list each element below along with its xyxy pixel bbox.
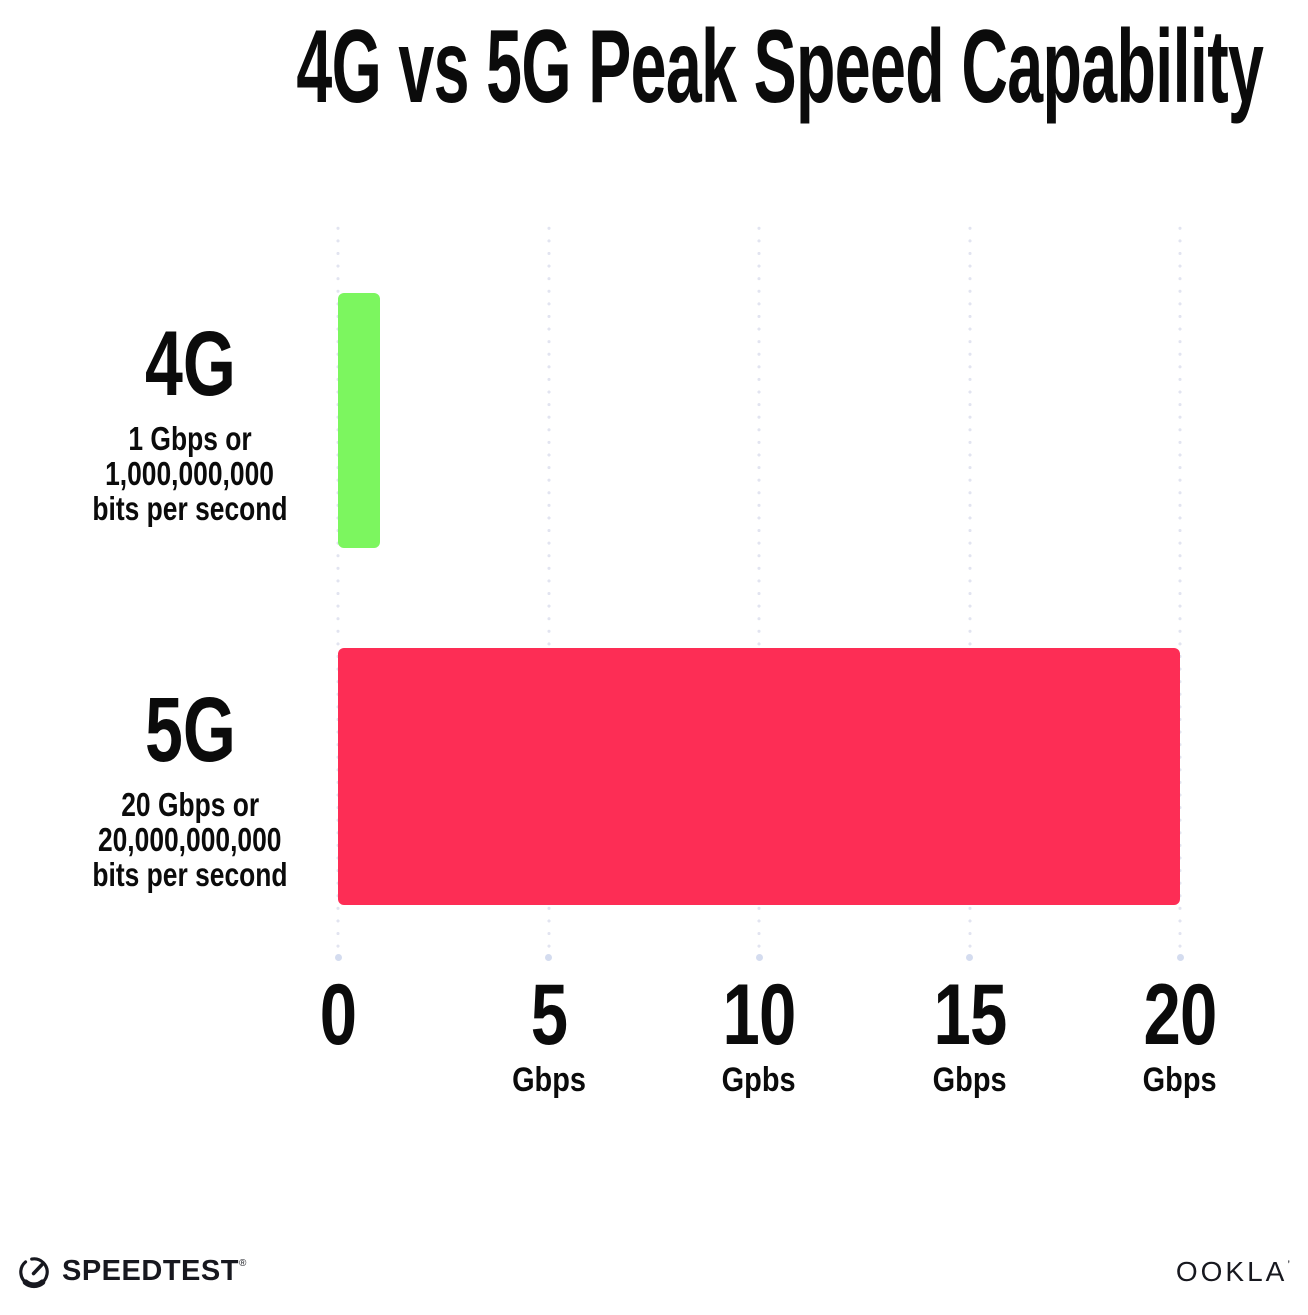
gridline-20 [1176,222,1184,961]
bar-5g [338,648,1180,905]
ookla-trademark: ’ [1287,1258,1290,1272]
gridline-10 [755,222,763,961]
x-tick-15: 15 Gbps [932,967,1007,1099]
gridline-endcap [545,954,552,961]
chart-title: 4G vs 5G Peak Speed Capability [0,8,1308,127]
speedtest-gauge-icon [19,1257,49,1289]
chart-title-text: 4G vs 5G Peak Speed Capability [296,9,1264,125]
speedtest-logo: SPEEDTEST® [15,1252,247,1290]
gridline-0 [334,222,342,961]
row-label-4g: 4G 1 Gbps or 1,000,000,000 bits per seco… [45,313,335,527]
ookla-wordmark: OOKLA [1175,1256,1288,1287]
x-tick-10: 10 Gpbs [722,967,796,1099]
row-name-5g: 5G [144,679,236,781]
row-desc-5g: 20 Gbps or 20,000,000,000 bits per secon… [92,785,288,893]
x-axis: 0 5 Gbps 10 Gpbs 15 Gbps 20 Gbps [320,967,1218,1102]
gridline-5 [545,222,552,961]
gridline-endcap [755,954,763,961]
plot-area [334,222,1184,962]
gridline-endcap [966,954,973,961]
row-desc-4g: 1 Gbps or 1,000,000,000 bits per second [92,419,288,527]
gridline-endcap [1176,954,1184,961]
gridline-endcap [334,954,342,961]
gridline-15 [966,222,973,961]
ookla-logo: OOKLA’ [1176,1258,1290,1286]
row-label-5g: 5G 20 Gbps or 20,000,000,000 bits per se… [45,679,335,893]
x-tick-5: 5 Gbps [511,967,586,1099]
x-tick-20: 20 Gbps [1143,967,1217,1099]
speedtest-wordmark: SPEEDTEST® [62,1254,247,1287]
bar-4g [338,293,381,548]
x-tick-0: 0 [319,967,357,1063]
row-name-4g: 4G [144,313,236,415]
speedtest-trademark: ® [238,1257,247,1269]
